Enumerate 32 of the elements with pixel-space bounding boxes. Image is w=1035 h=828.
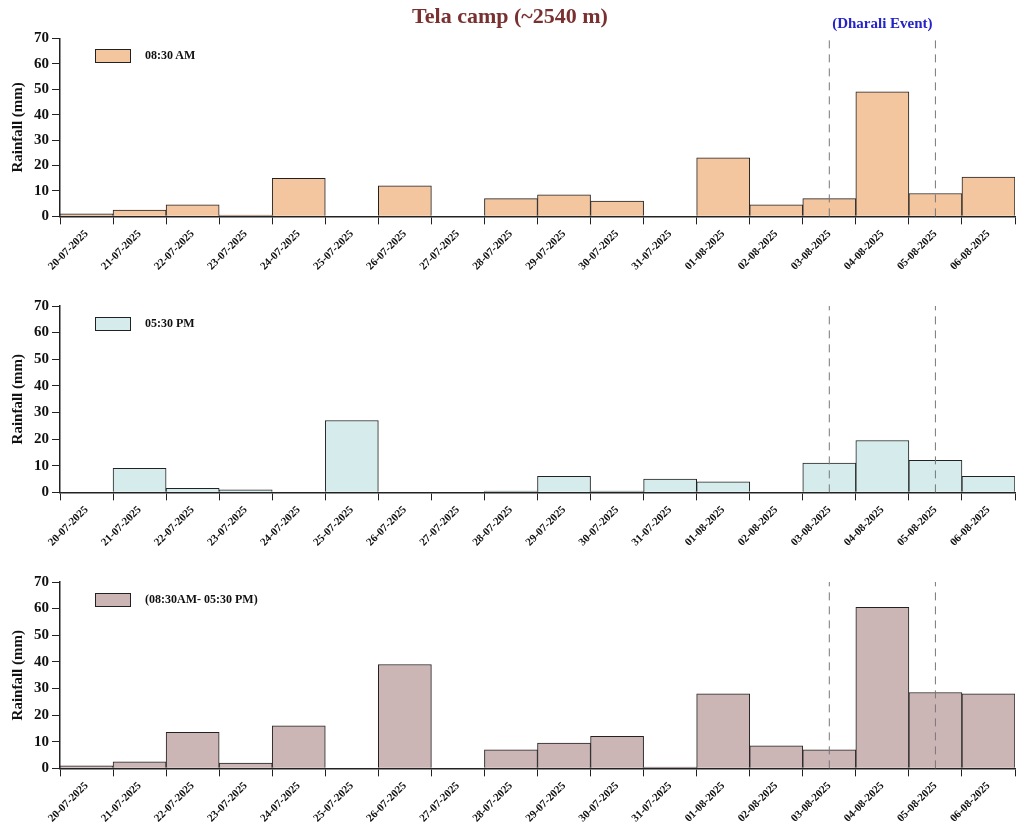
y-tick-label: 30 — [34, 679, 49, 696]
legend-label: (08:30AM- 05:30 PM) — [145, 592, 258, 607]
y-tick-label: 50 — [34, 350, 49, 367]
y-tick-label: 0 — [41, 483, 49, 500]
y-tick-label: 70 — [34, 296, 49, 313]
y-tick-label: 10 — [34, 181, 49, 198]
y-axis-title: Rainfall (mm) — [8, 629, 26, 721]
y-tick-label: 30 — [34, 130, 49, 147]
y-tick-label: 0 — [41, 759, 49, 776]
y-tick-label: 0 — [41, 207, 49, 224]
y-tick-label: 10 — [34, 456, 49, 473]
y-axis-title: Rainfall (mm) — [8, 353, 26, 445]
y-axis-title: Rainfall (mm) — [8, 82, 26, 173]
y-tick-label: 60 — [34, 599, 49, 616]
legend-label: 08:30 AM — [145, 48, 196, 64]
y-tick-label: 70 — [34, 29, 49, 46]
chart-title: Tela camp (~2540 m) — [412, 2, 608, 28]
y-tick-label: 60 — [34, 323, 49, 340]
y-tick-label: 70 — [34, 572, 49, 589]
y-tick-label: 50 — [34, 80, 49, 97]
y-tick-label: 30 — [34, 403, 49, 420]
y-tick-label: 10 — [34, 732, 49, 749]
y-tick-label: 20 — [34, 156, 49, 173]
y-tick-label: 60 — [34, 54, 49, 71]
y-tick-label: 40 — [34, 105, 49, 122]
text: (Dharali Event) — [832, 15, 933, 33]
legend-label: 05:30 PM — [145, 316, 195, 331]
y-tick-label: 20 — [34, 706, 49, 722]
y-tick-label: 40 — [34, 376, 49, 393]
y-tick-label: 50 — [34, 626, 49, 643]
y-tick-label: 20 — [34, 430, 49, 446]
y-tick-label: 40 — [34, 652, 49, 669]
